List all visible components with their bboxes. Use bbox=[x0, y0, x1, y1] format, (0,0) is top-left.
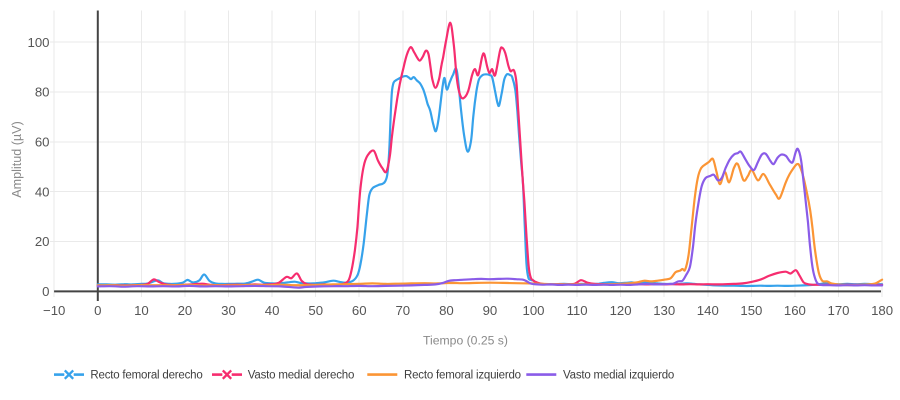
svg-text:130: 130 bbox=[653, 303, 675, 318]
svg-text:Tiempo (0.25 s): Tiempo (0.25 s) bbox=[423, 334, 508, 348]
svg-text:Vasto medial derecho: Vasto medial derecho bbox=[248, 370, 354, 382]
svg-text:100: 100 bbox=[27, 35, 49, 50]
svg-text:Recto femoral derecho: Recto femoral derecho bbox=[90, 370, 202, 382]
svg-text:70: 70 bbox=[395, 303, 410, 318]
svg-text:20: 20 bbox=[178, 303, 193, 318]
svg-text:Vasto medial izquierdo: Vasto medial izquierdo bbox=[563, 370, 674, 382]
svg-text:140: 140 bbox=[697, 303, 719, 318]
svg-text:60: 60 bbox=[35, 135, 50, 150]
svg-text:Recto femoral izquierdo: Recto femoral izquierdo bbox=[404, 370, 521, 382]
svg-text:20: 20 bbox=[35, 234, 50, 249]
svg-text:60: 60 bbox=[352, 303, 367, 318]
svg-text:Amplitud (µV): Amplitud (µV) bbox=[10, 121, 24, 198]
svg-text:100: 100 bbox=[522, 303, 544, 318]
svg-text:0: 0 bbox=[42, 284, 49, 299]
svg-text:10: 10 bbox=[134, 303, 149, 318]
svg-text:160: 160 bbox=[784, 303, 806, 318]
svg-text:150: 150 bbox=[740, 303, 762, 318]
svg-text:80: 80 bbox=[439, 303, 454, 318]
svg-text:170: 170 bbox=[827, 303, 849, 318]
svg-text:180: 180 bbox=[871, 303, 893, 318]
svg-text:40: 40 bbox=[35, 184, 50, 199]
svg-text:90: 90 bbox=[483, 303, 498, 318]
svg-text:−10: −10 bbox=[43, 303, 65, 318]
svg-text:120: 120 bbox=[610, 303, 632, 318]
svg-text:30: 30 bbox=[221, 303, 236, 318]
svg-text:0: 0 bbox=[94, 303, 101, 318]
svg-text:40: 40 bbox=[265, 303, 280, 318]
svg-text:80: 80 bbox=[35, 85, 50, 100]
svg-text:50: 50 bbox=[308, 303, 323, 318]
svg-text:110: 110 bbox=[567, 303, 588, 318]
